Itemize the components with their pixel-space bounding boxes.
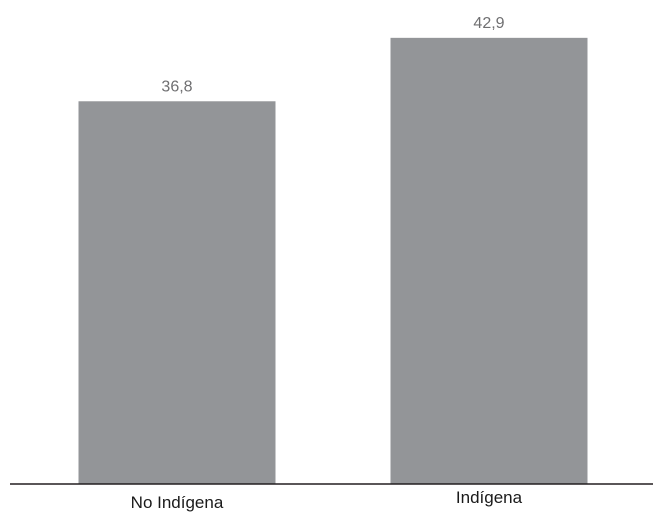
value-label: 42,9	[473, 15, 504, 32]
bar-no-indigena	[78, 101, 276, 484]
category-label: Indígena	[456, 488, 523, 507]
value-label: 36,8	[161, 78, 192, 95]
category-label: No Indígena	[131, 493, 224, 512]
bar-indigena	[390, 37, 588, 485]
